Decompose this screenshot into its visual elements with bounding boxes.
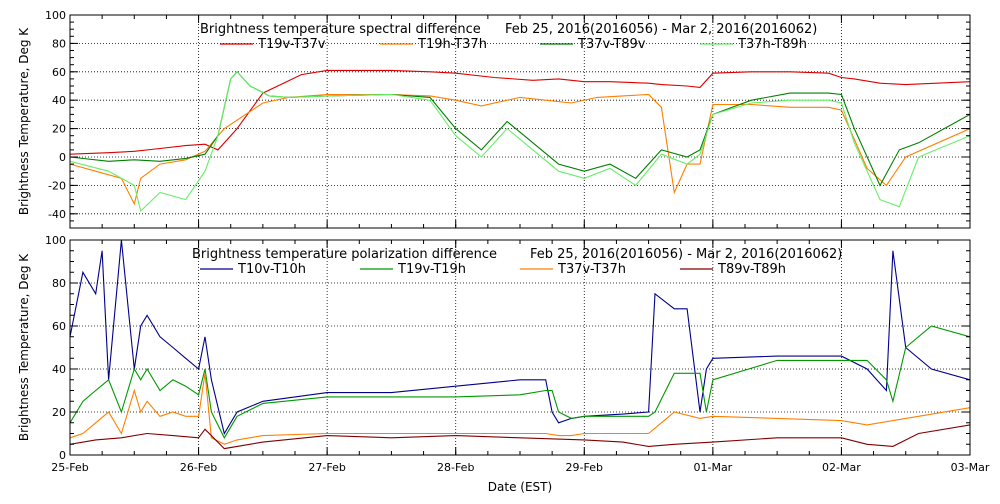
polarization-plot-frame [69,239,971,456]
polarization-ytick-label: 100 [45,234,66,247]
spectral-legend-label: T37h-T89h [737,37,807,52]
spectral-series-line-t37v-t89v [70,70,970,187]
xtick-label: 02-Mar [822,461,861,474]
spectral-ytick-label: 60 [52,66,66,79]
polarization-legend-label: T19v-T19h [397,262,466,277]
xtick-label: 26-Feb [180,461,217,474]
polarization-ytick-label: 0 [59,449,66,462]
polarization-series-line-t10v-t10h [70,240,970,435]
spectral-ytick-label: 0 [59,151,66,164]
polarization-ytick-label: 80 [52,277,66,290]
polarization-chart-title: Brightness temperature polarization diff… [192,247,497,262]
spectral-legend-label: T19h-T37h [417,37,487,52]
polarization-ytick-label: 40 [52,363,66,376]
spectral-legend-label: T37v-T89v [577,37,646,52]
spectral-ytick-label: 40 [52,94,66,107]
polarization-legend-label: T10v-T10h [237,262,306,277]
polarization-series-line-t19v-t19h [70,325,970,439]
spectral-ytick-label: 100 [45,9,66,22]
xtick-label: 25-Feb [51,461,88,474]
spectral-series-line-t19v-t37v [70,69,970,155]
xtick-label: 03-Mar [951,461,990,474]
polarization-date-range: Feb 25, 2016(2016056) - Mar 2, 2016(2016… [530,247,842,262]
xtick-label: 29-Feb [566,461,603,474]
x-axis-label: Date (EST) [488,480,552,494]
polarization-legend-label: T37v-T37h [557,262,626,277]
polarization-y-axis-label: Brightness Temperature, Deg K [17,253,31,441]
spectral-ytick-label: -20 [48,179,66,192]
polarization-series-line-t37v-t37h [70,373,970,445]
spectral-chart-title: Brightness temperature spectral differen… [200,22,481,37]
spectral-plot-frame [69,14,971,229]
spectral-ytick-label: -40 [48,208,66,221]
polarization-ytick-label: 60 [52,320,66,333]
spectral-series-line-t19h-t37h [70,93,970,206]
spectral-legend-label: T19v-T37v [257,37,326,52]
polarization-ytick-label: 20 [52,406,66,419]
polarization-series-line-t89v-t89h [70,424,970,450]
spectral-series-line-t37h-t89h [70,70,970,213]
xtick-label: 01-Mar [693,461,732,474]
xtick-label: 28-Feb [437,461,474,474]
spectral-ytick-label: 20 [52,123,66,136]
spectral-y-axis-label: Brightness Temperature, Deg K [17,27,31,215]
xtick-label: 27-Feb [308,461,345,474]
spectral-ytick-label: 80 [52,37,66,50]
spectral-date-range: Feb 25, 2016(2016056) - Mar 2, 2016(2016… [505,22,817,37]
polarization-legend-label: T89v-T89h [717,262,786,277]
